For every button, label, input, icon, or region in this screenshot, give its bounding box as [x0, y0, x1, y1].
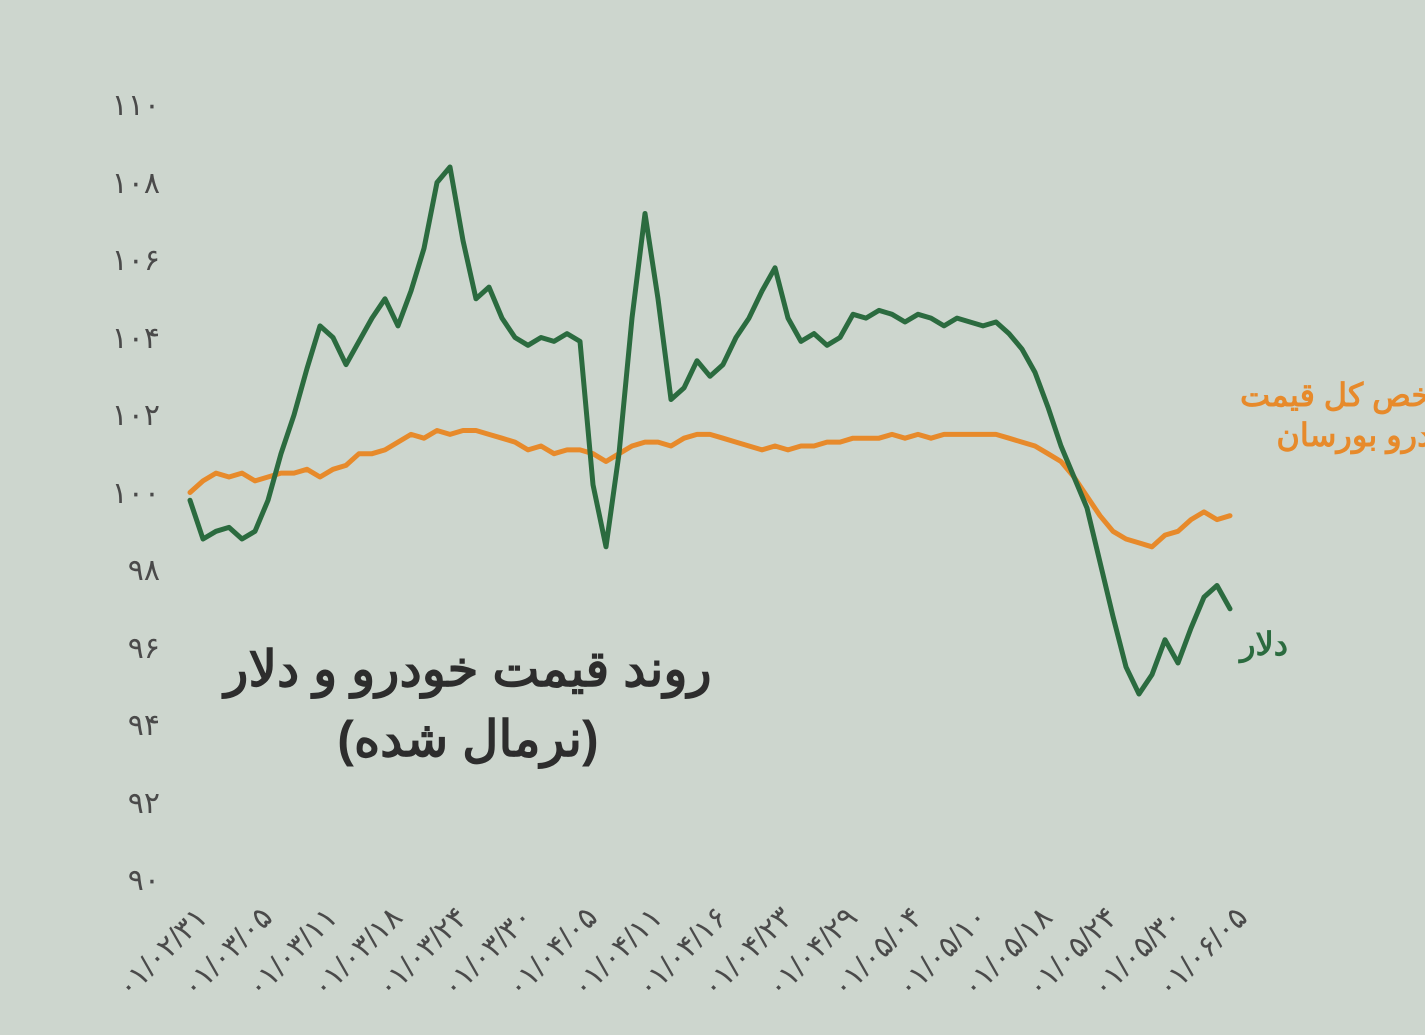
y-tick-label: ۱۰۲ — [112, 398, 160, 433]
y-tick-label: ۹۴ — [128, 708, 160, 743]
legend-car-index-line1: شاخص کل قیمت — [1240, 375, 1425, 415]
y-tick-label: ۱۰۰ — [112, 476, 160, 511]
y-tick-label: ۹۲ — [128, 786, 160, 821]
y-tick-label: ۱۱۰ — [112, 88, 160, 123]
y-tick-label: ۱۰۸ — [112, 166, 160, 201]
chart-title-line2: (نرمال شده) — [168, 710, 768, 768]
y-tick-label: ۱۰۶ — [112, 243, 160, 278]
y-tick-label: ۹۰ — [128, 863, 160, 898]
legend-car-index-line2: خودرو بورسان — [1240, 415, 1425, 455]
chart-title-line1: روند قیمت خودرو و دلار — [168, 640, 768, 698]
chart-container: ۹۰۹۲۹۴۹۶۹۸۱۰۰۱۰۲۱۰۴۱۰۶۱۰۸۱۱۰ ۰۱/۰۲/۳۱۰۱/… — [0, 0, 1425, 1035]
chart-svg — [0, 0, 1425, 1035]
y-tick-label: ۹۶ — [128, 631, 160, 666]
y-tick-label: ۹۸ — [128, 553, 160, 588]
y-tick-label: ۱۰۴ — [112, 321, 160, 356]
legend-car-index: شاخص کل قیمت خودرو بورسان — [1240, 375, 1425, 455]
legend-dollar: دلار — [1240, 625, 1288, 663]
